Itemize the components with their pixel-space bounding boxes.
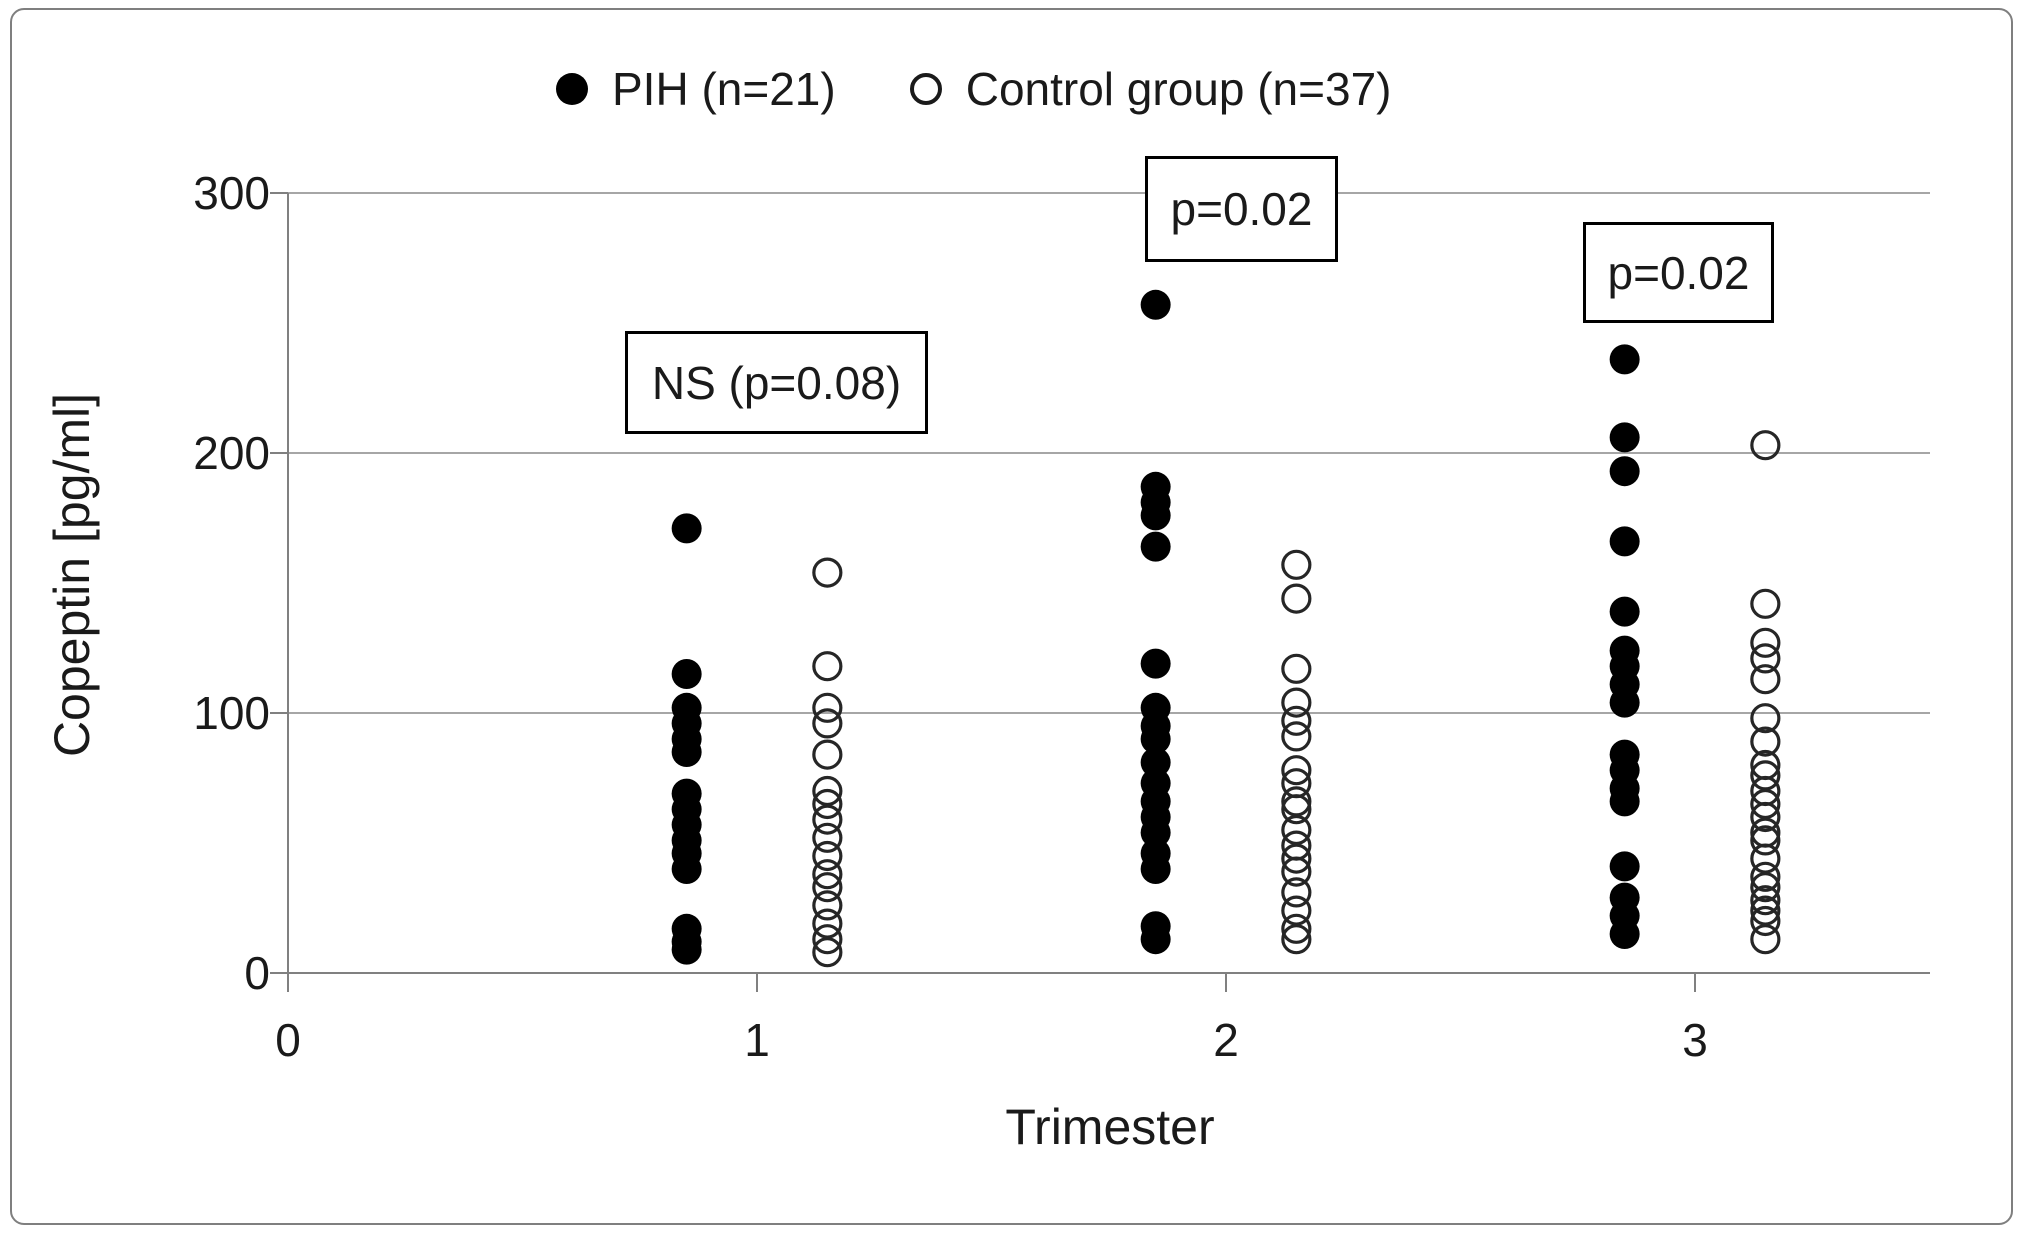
data-point-pih-t2-15	[1140, 854, 1171, 884]
x-tick-label-3: 3	[1682, 1014, 1708, 1066]
data-point-control-t1-2	[812, 692, 843, 723]
data-point-pih-t2-5	[1140, 648, 1171, 679]
legend-label-pih: PIH (n=21)	[612, 63, 836, 115]
data-point-control-t1-13	[812, 908, 843, 939]
data-point-control-t3-17	[1750, 885, 1781, 916]
data-point-control-t2-14	[1281, 877, 1312, 908]
data-point-control-t2-1	[1281, 583, 1312, 614]
data-point-control-t3-2	[1750, 627, 1781, 658]
data-point-pih-t2-4	[1140, 531, 1171, 562]
data-point-pih-t1-0	[671, 513, 702, 544]
data-point-control-t3-14	[1750, 843, 1781, 874]
data-point-control-t1-7	[812, 804, 843, 835]
data-point-control-t3-19	[1750, 905, 1781, 937]
data-point-control-t1-12	[812, 890, 843, 921]
data-point-control-t2-9	[1281, 794, 1312, 825]
data-point-pih-t2-13	[1140, 817, 1171, 848]
data-point-pih-t2-8	[1140, 724, 1171, 754]
data-point-control-t1-15	[812, 937, 843, 968]
data-point-control-t3-13	[1750, 825, 1781, 856]
data-point-control-t2-4	[1281, 705, 1312, 736]
legend: PIH (n=21) Control group (n=37)	[556, 62, 1391, 116]
data-point-control-t2-10	[1281, 814, 1312, 846]
annotation-box-1: p=0.02	[1145, 156, 1338, 262]
legend-item-control: Control group (n=37)	[909, 62, 1392, 116]
filled-circle-marker-icon	[556, 73, 588, 105]
data-point-pih-t1-5	[671, 737, 702, 767]
data-point-control-t3-6	[1750, 726, 1781, 757]
data-point-control-t3-4	[1750, 664, 1781, 695]
open-circle-marker-icon	[909, 73, 942, 105]
data-point-control-t3-18	[1750, 895, 1781, 926]
y-tick-label-300: 300	[193, 167, 270, 219]
data-point-control-t2-2	[1281, 653, 1312, 684]
x-tick-label-1: 1	[744, 1014, 770, 1066]
data-point-pih-t3-3	[1609, 526, 1640, 557]
annotation-box-0: NS (p=0.08)	[625, 331, 928, 434]
data-point-control-t3-5	[1750, 703, 1781, 734]
data-point-pih-t3-13	[1609, 851, 1640, 882]
data-point-control-t1-8	[812, 822, 843, 853]
data-point-pih-t3-1	[1609, 422, 1640, 453]
annotation-box-2: p=0.02	[1583, 222, 1774, 323]
data-point-pih-t2-9	[1140, 747, 1171, 778]
data-point-control-t2-15	[1281, 895, 1312, 926]
data-point-pih-t2-17	[1140, 924, 1171, 955]
data-point-control-t1-1	[812, 651, 843, 682]
data-point-control-t1-9	[812, 840, 843, 872]
data-point-control-t2-13	[1281, 856, 1312, 887]
data-point-control-t3-16	[1750, 872, 1781, 903]
data-point-control-t3-11	[1750, 801, 1781, 833]
y-tick-label-0: 0	[244, 947, 270, 999]
x-tick-label-2: 2	[1213, 1014, 1239, 1066]
data-point-control-t3-1	[1750, 588, 1781, 619]
y-tick-label-100: 100	[193, 687, 270, 739]
y-axis-title: Copeptin [pg/ml]	[44, 392, 100, 758]
y-tick-label-200: 200	[193, 427, 270, 479]
data-point-pih-t3-2	[1609, 456, 1640, 487]
data-point-control-t3-15	[1750, 861, 1781, 892]
x-tick-label-0: 0	[275, 1014, 301, 1066]
data-point-control-t2-12	[1281, 843, 1312, 874]
x-axis-title: Trimester	[1005, 1099, 1215, 1155]
data-point-control-t1-14	[812, 924, 843, 955]
data-point-pih-t2-0	[1140, 289, 1171, 320]
data-point-control-t1-3	[812, 708, 843, 739]
legend-label-control: Control group (n=37)	[965, 63, 1392, 115]
data-point-control-t3-0	[1750, 430, 1781, 461]
data-point-control-t1-0	[812, 557, 843, 588]
data-point-pih-t3-4	[1609, 596, 1640, 627]
data-point-pih-t3-16	[1609, 919, 1640, 949]
data-point-control-t3-20	[1750, 924, 1781, 955]
data-point-control-t2-3	[1281, 687, 1312, 718]
data-point-control-t1-11	[812, 872, 843, 903]
data-point-pih-t1-14	[671, 934, 702, 965]
data-point-control-t1-10	[812, 859, 843, 890]
data-point-pih-t3-8	[1609, 687, 1640, 718]
legend-item-pih: PIH (n=21)	[556, 62, 836, 116]
data-point-pih-t3-12	[1609, 786, 1640, 817]
data-point-control-t3-3	[1750, 643, 1781, 674]
data-point-control-t2-6	[1281, 755, 1312, 786]
data-point-control-t1-6	[812, 788, 843, 820]
data-point-pih-t1-1	[671, 659, 702, 689]
data-point-control-t1-4	[812, 739, 843, 770]
data-point-control-t2-0	[1281, 549, 1312, 580]
data-point-control-t2-5	[1281, 721, 1312, 752]
data-point-control-t2-17	[1281, 924, 1312, 955]
data-point-pih-t3-0	[1609, 344, 1640, 375]
data-point-control-t2-16	[1281, 913, 1312, 944]
data-point-pih-t1-11	[671, 854, 702, 884]
data-point-pih-t2-3	[1140, 500, 1171, 531]
